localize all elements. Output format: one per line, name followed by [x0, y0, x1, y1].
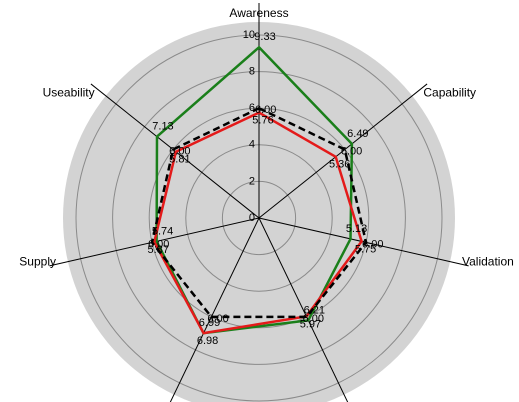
value-label: 5.74 [152, 225, 173, 237]
value-label: 6.00 [303, 313, 324, 325]
value-label: 5.36 [329, 159, 350, 171]
value-label: 5.87 [148, 244, 169, 256]
spoke [258, 83, 428, 219]
value-label: 6.00 [207, 313, 228, 325]
series-line [152, 111, 363, 335]
spoke [258, 217, 469, 267]
value-label: 5.76 [252, 114, 273, 126]
value-label: 6.21 [304, 304, 325, 316]
category-label: Validation [462, 255, 514, 269]
category-label: Capability [423, 85, 476, 99]
spoke [169, 217, 260, 402]
value-label: 9.33 [254, 31, 275, 43]
value-label: 6.99 [199, 317, 220, 329]
value-label: 7.13 [152, 121, 173, 133]
value-label: 6.00 [362, 238, 383, 250]
value-label: 5.81 [169, 154, 190, 166]
value-label: 6.49 [347, 128, 368, 140]
spoke [258, 217, 349, 402]
value-label: 6.00 [341, 145, 362, 157]
r-tick-label: 6 [249, 102, 255, 114]
category-label: Supply [19, 255, 56, 269]
series-line [155, 45, 354, 335]
category-label: Useability [43, 85, 95, 99]
value-label: 6.00 [169, 145, 190, 157]
r-tick-label: 10 [243, 29, 255, 41]
value-label: 5.75 [355, 243, 376, 255]
r-tick-label: 4 [249, 139, 255, 151]
category-label: Awareness [229, 6, 288, 20]
r-tick-label: 2 [249, 175, 255, 187]
series-line [150, 106, 368, 319]
r-tick-label: 0 [249, 212, 255, 224]
value-label: 6.00 [255, 104, 276, 116]
value-label: 5.97 [300, 318, 321, 330]
value-label: 6.00 [148, 238, 169, 250]
value-label: 5.13 [346, 223, 367, 235]
value-label: 6.98 [197, 335, 218, 347]
r-tick-label: 8 [249, 66, 255, 78]
